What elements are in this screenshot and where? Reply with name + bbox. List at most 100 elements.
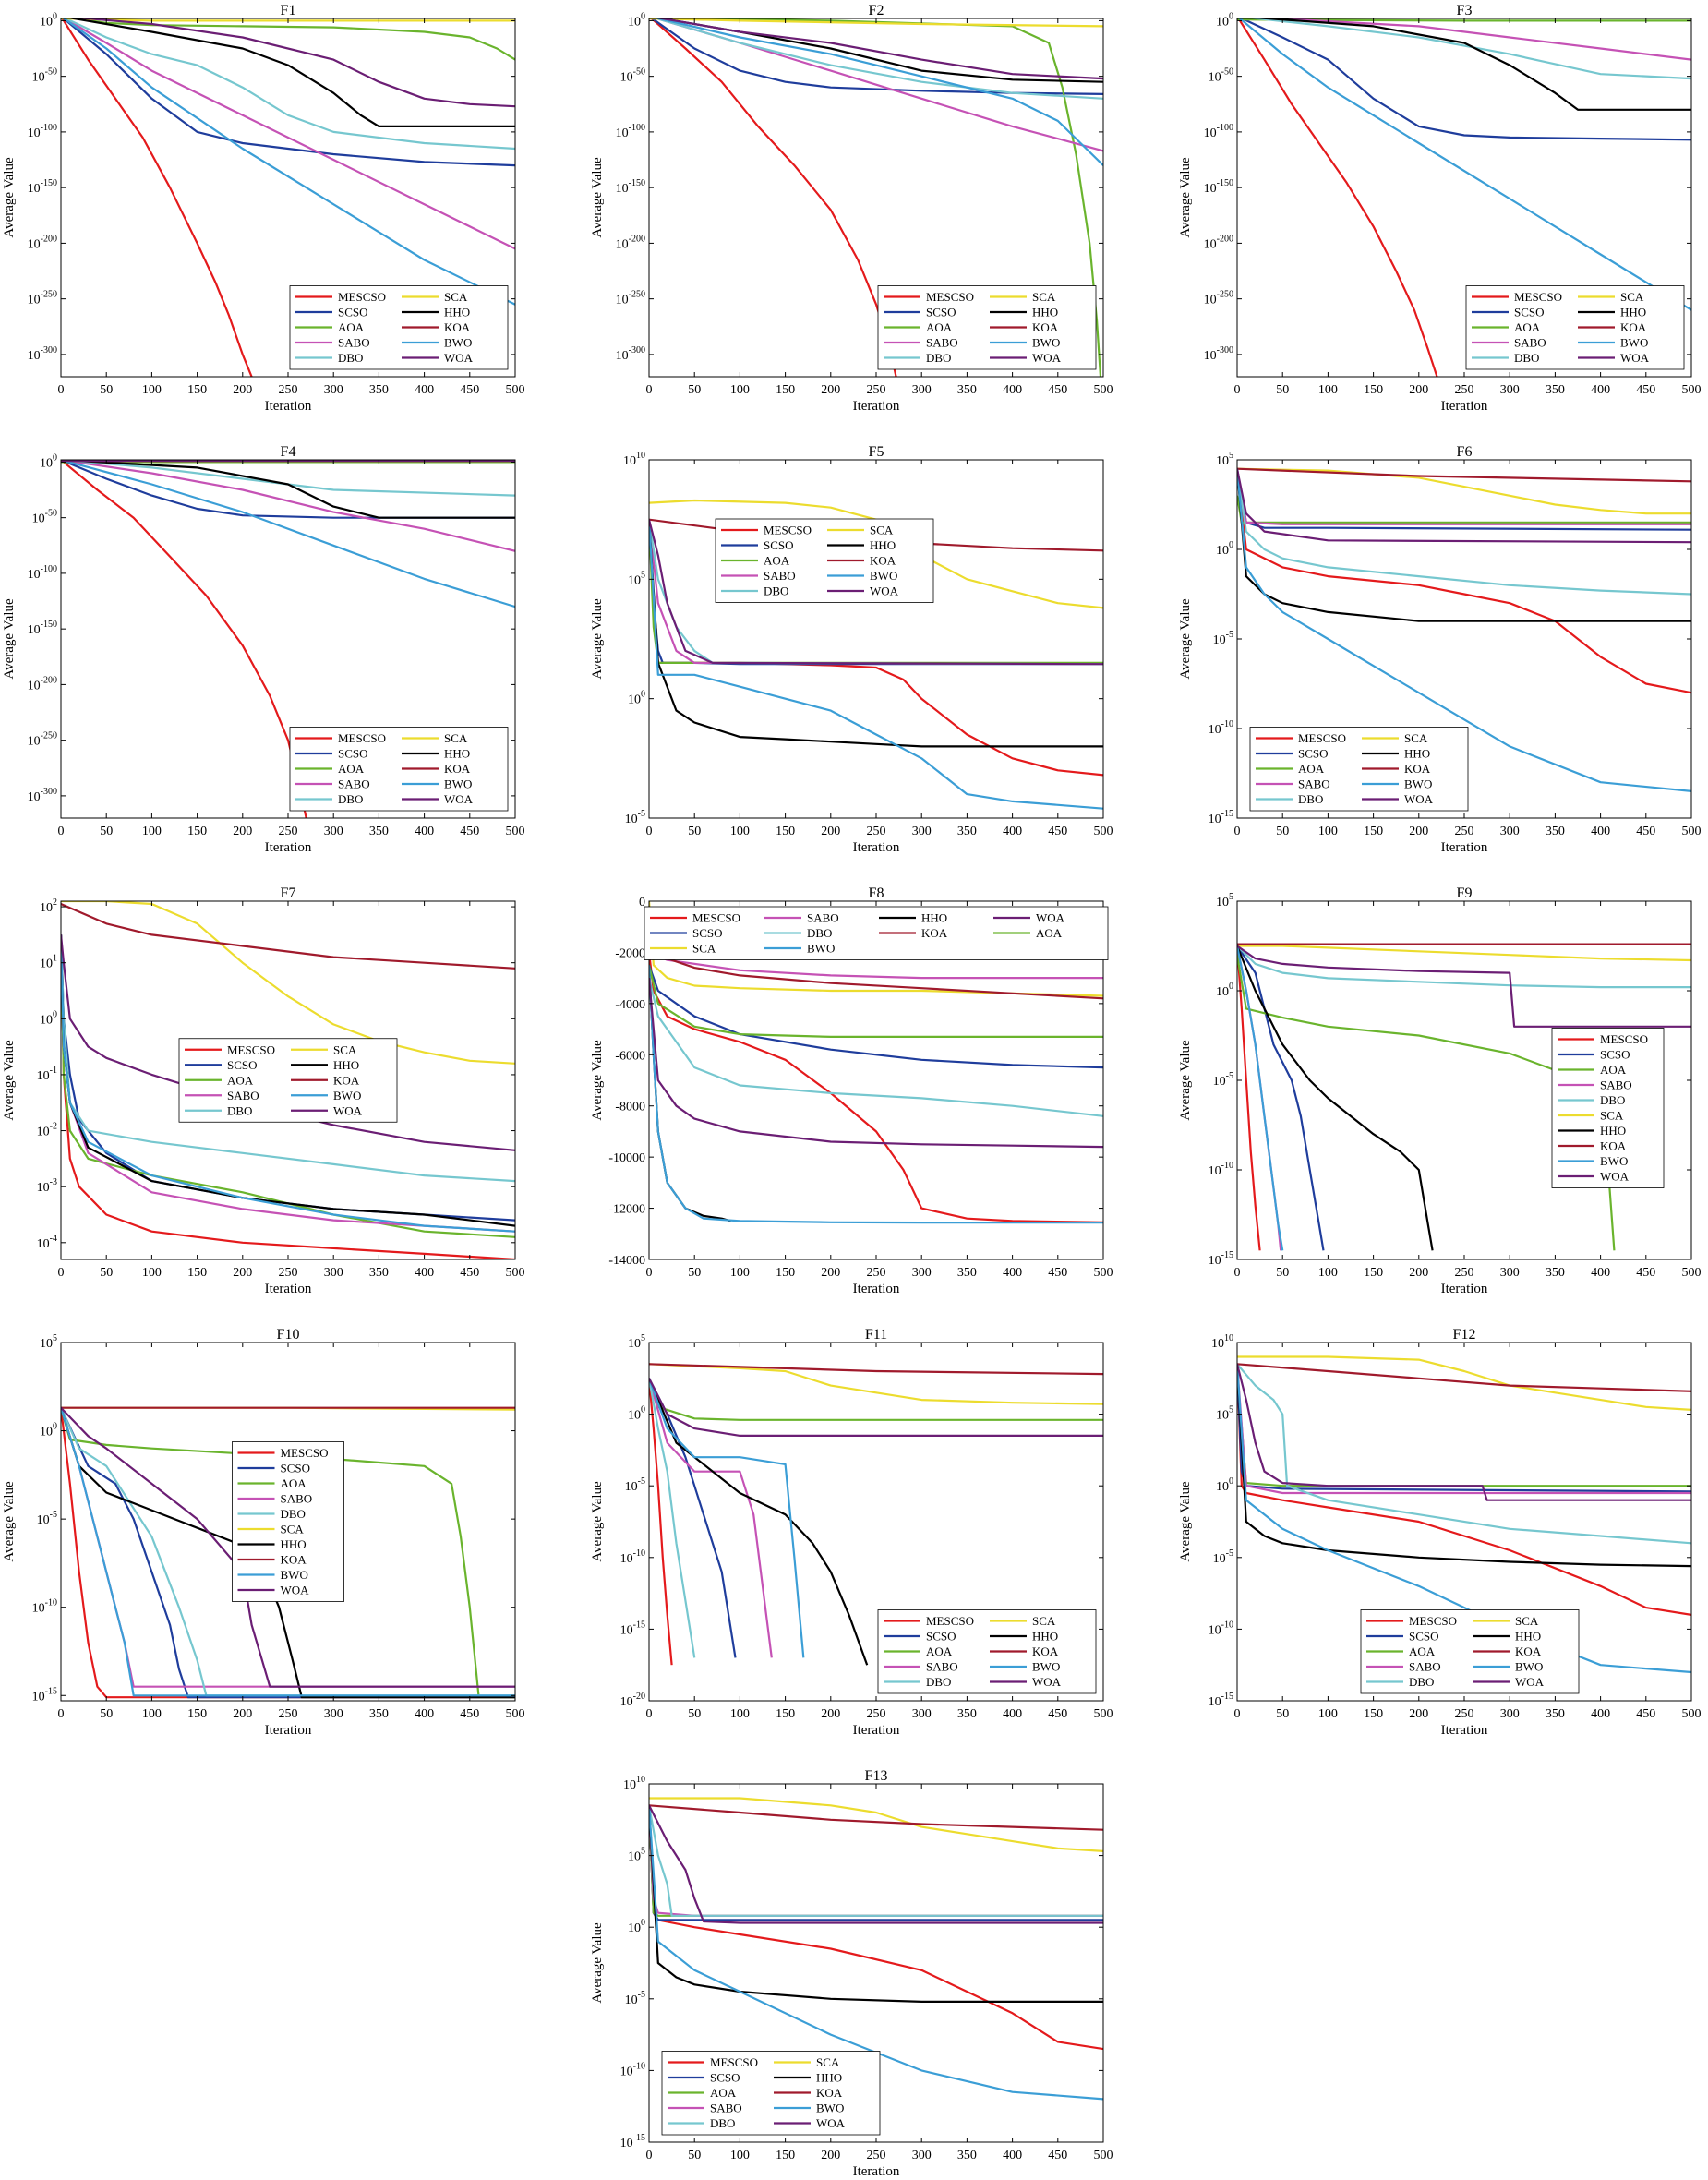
- x-tick-label: 250: [1455, 1707, 1474, 1721]
- x-tick-label: 0: [58, 1266, 65, 1280]
- x-axis-label: Iteration: [1441, 399, 1488, 414]
- series-group: [1237, 1355, 1691, 1674]
- legend-label-koa: KOA: [281, 1553, 307, 1567]
- x-tick-label: 50: [1276, 1266, 1289, 1280]
- legend-label-aoa: AOA: [338, 762, 365, 776]
- series-line-sca: [649, 1363, 1103, 1405]
- series-line-hho: [649, 519, 1103, 748]
- x-tick-label: 500: [1682, 1266, 1702, 1280]
- x-tick-label: 500: [1094, 383, 1113, 397]
- x-tick-label: 350: [369, 825, 389, 838]
- legend-label-scso: SCSO: [227, 1058, 258, 1072]
- legend-label-koa: KOA: [1032, 320, 1059, 334]
- series-line-bwo: [649, 1378, 805, 1658]
- y-tick-label: 10-300: [616, 345, 645, 363]
- x-tick-label: 100: [142, 383, 162, 397]
- series-line-scso: [61, 1407, 515, 1699]
- x-tick-label: 350: [1546, 1707, 1565, 1721]
- legend-label-mescso: MESCSO: [710, 2055, 758, 2069]
- legend-label-aoa: AOA: [281, 1476, 307, 1490]
- legend-label-mescso: MESCSO: [764, 524, 812, 537]
- x-tick-label: 200: [821, 1707, 840, 1721]
- series-line-hho: [649, 1805, 1103, 2003]
- series-line-woa: [649, 519, 1103, 666]
- legend-label-koa: KOA: [1620, 320, 1647, 334]
- y-tick-label: 100: [1216, 540, 1233, 558]
- x-tick-label: 50: [688, 2149, 701, 2162]
- series-line-bwo: [649, 965, 1103, 1224]
- series-line-mescso: [1237, 18, 1438, 377]
- y-tick-label: 10-100: [28, 564, 57, 582]
- legend-label-koa: KOA: [1515, 1644, 1542, 1658]
- x-tick-label: 50: [688, 1266, 701, 1280]
- x-tick-label: 250: [867, 383, 886, 397]
- series-line-hho: [1237, 468, 1691, 622]
- y-tick-label: 105: [1216, 1405, 1233, 1423]
- x-tick-label: 250: [279, 825, 298, 838]
- legend-label-scso: SCSO: [710, 2071, 740, 2085]
- y-tick-label: 105: [1216, 892, 1233, 909]
- y-tick-label: 100: [40, 1009, 57, 1027]
- y-tick-label: 10-200: [1204, 234, 1233, 251]
- x-tick-label: 150: [187, 825, 207, 838]
- x-tick-label: 150: [776, 1707, 795, 1721]
- y-tick-label: 10-150: [28, 620, 57, 637]
- legend-label-hho: HHO: [1404, 747, 1430, 761]
- y-tick-label: -10000: [608, 1151, 645, 1165]
- y-tick-label: 10-50: [32, 67, 57, 85]
- y-tick-label: 10-50: [1209, 67, 1233, 85]
- y-tick-label: -14000: [608, 1254, 645, 1268]
- legend-label-mescso: MESCSO: [1600, 1032, 1648, 1046]
- y-axis-label: Average Value: [2, 157, 17, 238]
- legend-label-bwo: BWO: [816, 2102, 844, 2115]
- chart-title: F4: [281, 444, 296, 460]
- legend-label-woa: WOA: [1600, 1170, 1630, 1184]
- legend-label-mescso: MESCSO: [1514, 290, 1562, 304]
- x-tick-label: 100: [1318, 1707, 1338, 1721]
- x-axis-label: Iteration: [853, 1723, 900, 1738]
- legend-label-dbo: DBO: [710, 2116, 735, 2130]
- legend-label-sca: SCA: [816, 2055, 840, 2069]
- legend-label-scso: SCSO: [1514, 306, 1545, 319]
- legend-label-hho: HHO: [281, 1537, 307, 1551]
- x-tick-label: 500: [1094, 1266, 1113, 1280]
- legend-label-aoa: AOA: [764, 554, 790, 568]
- y-tick-label: 10-50: [32, 509, 57, 526]
- y-tick-label: 10-100: [616, 123, 645, 140]
- y-tick-label: 10-200: [616, 234, 645, 251]
- legend-label-woa: WOA: [1620, 351, 1650, 365]
- series-line-woa: [649, 978, 1103, 1149]
- x-tick-label: 450: [1048, 2149, 1067, 2162]
- series-line-sca: [61, 901, 515, 1065]
- legend-label-aoa: AOA: [926, 1644, 953, 1658]
- chart-f7: 0 50 100 150 200 250 300 350 400 450 500 102 101 100 1…: [2, 885, 525, 1296]
- legend-label-mescso: MESCSO: [1298, 731, 1346, 745]
- legend-label-koa: KOA: [870, 554, 896, 568]
- x-tick-label: 100: [142, 825, 162, 838]
- legend-label-sabo: SABO: [710, 2102, 742, 2115]
- legend-label-scso: SCSO: [1600, 1048, 1630, 1062]
- x-tick-label: 400: [1003, 825, 1022, 838]
- x-tick-label: 150: [1364, 825, 1383, 838]
- series-line-koa: [649, 951, 1103, 1000]
- legend-label-woa: WOA: [816, 2116, 846, 2130]
- y-tick-label: 10-5: [1213, 1071, 1233, 1089]
- legend-label-sca: SCA: [870, 524, 894, 537]
- x-axis-label: Iteration: [853, 840, 900, 855]
- chart-title: F3: [1457, 3, 1473, 18]
- legend-label-woa: WOA: [333, 1103, 363, 1117]
- y-tick-label: -12000: [608, 1203, 645, 1217]
- series-line-bwo: [1238, 18, 1691, 311]
- y-tick-label: 10-20: [620, 1692, 645, 1709]
- series-line-scso: [61, 460, 515, 519]
- y-tick-label: -2000: [615, 946, 645, 960]
- chart-title: F10: [277, 1327, 300, 1343]
- legend-label-koa: KOA: [1600, 1139, 1627, 1153]
- y-tick-label: 100: [628, 1918, 645, 1935]
- y-tick-label: -6000: [615, 1049, 645, 1063]
- x-axis-label: Iteration: [1441, 1282, 1488, 1296]
- y-tick-label: 100: [1216, 1476, 1233, 1494]
- legend-label-sca: SCA: [1600, 1109, 1624, 1123]
- legend-label-aoa: AOA: [227, 1073, 254, 1087]
- x-tick-label: 250: [279, 1266, 298, 1280]
